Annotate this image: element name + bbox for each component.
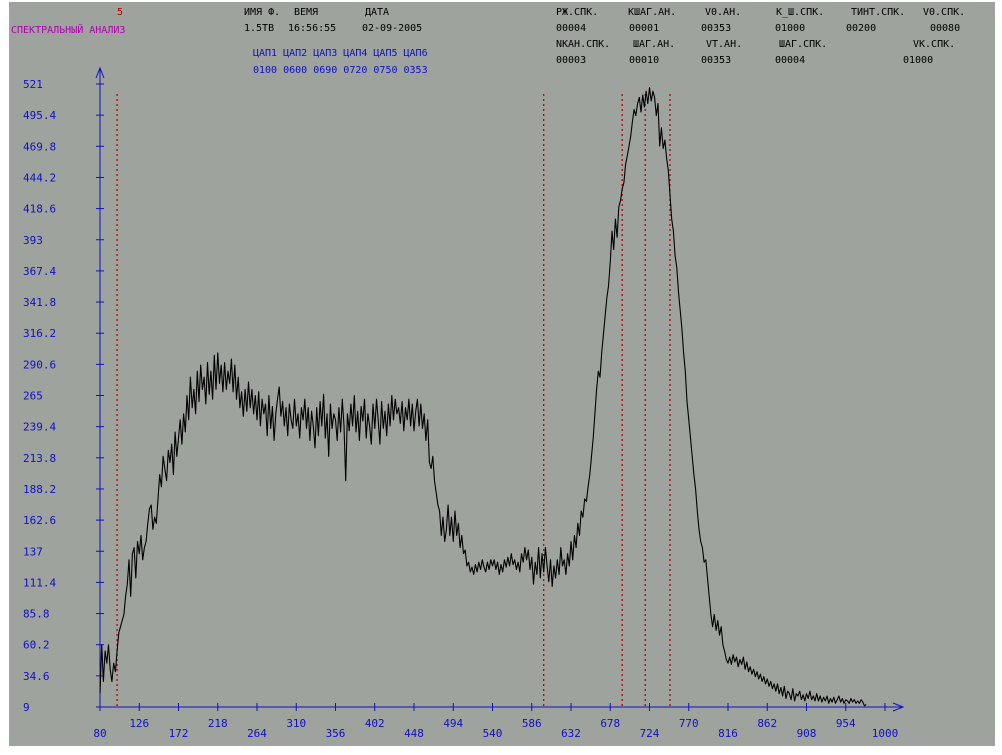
param-shag-spk-label: ШАГ.СПК.	[779, 39, 828, 50]
y-tick-label: 341.8	[23, 296, 56, 309]
file-value: 1.5ТВ	[244, 23, 275, 34]
x-tick-label: 310	[286, 717, 306, 730]
x-tick-label: 678	[600, 717, 620, 730]
y-tick-label: 290.6	[23, 358, 56, 371]
y-tick-label: 469.8	[23, 140, 56, 153]
y-tick-label: 162.6	[23, 514, 56, 527]
param-nkan-spk-label: NКАН.СПК.	[556, 39, 611, 50]
y-tick-label: 111.4	[23, 576, 56, 589]
x-tick-label: 954	[836, 717, 856, 730]
param-nkan-spk-value: 00003	[556, 55, 587, 66]
x-tick-label: 218	[208, 717, 228, 730]
y-tick-label: 393	[23, 234, 43, 247]
y-tick-label: 265	[23, 390, 43, 403]
time-label: ВЕМЯ	[294, 7, 319, 18]
param-vt-an-label: VТ.АН.	[706, 39, 743, 50]
y-axis-ticks: 521 495.4 469.8 444.2 418.6 393 367.4 341.8 316.…	[23, 78, 104, 714]
param-kshag-an-value: 00001	[629, 23, 660, 34]
param-ksh-spk-value: 01000	[775, 23, 806, 34]
file-label: ИМЯ Ф.	[244, 7, 281, 18]
x-tick-label: 816	[718, 727, 738, 740]
y-tick-label: 137	[23, 545, 43, 558]
x-tick-label: 770	[679, 717, 699, 730]
param-v0-an-label: V0.АН.	[705, 7, 742, 18]
param-v0-spk-value: 00080	[930, 23, 961, 34]
param-rzh-spk-label: РЖ.СПК.	[556, 7, 599, 18]
x-tick-label: 172	[169, 727, 189, 740]
y-tick-label: 85.8	[23, 608, 50, 621]
x-axis-ticks: 80 126 172 218 264 310 356 402 448 494 540 586 632 67…	[93, 703, 898, 740]
x-tick-label: 724	[640, 727, 660, 740]
x-tick-label: 1000	[872, 727, 899, 740]
y-axis-arrow	[95, 66, 105, 79]
param-kshag-an-label: КШАГ.АН.	[628, 7, 677, 18]
program-title: СПЕКТРАЛЬНЫЙ АНАЛИЗ	[11, 25, 126, 36]
y-tick-label: 418.6	[23, 203, 56, 216]
y-tick-label: 521	[23, 78, 43, 91]
param-shag-an-value: 00010	[629, 55, 660, 66]
x-tick-label: 494	[443, 717, 463, 730]
param-tint-spk-label: ТИНТ.СПК.	[851, 7, 906, 18]
x-tick-label: 632	[561, 727, 581, 740]
y-tick-label: 316.2	[23, 327, 56, 340]
y-tick-label: 239.4	[23, 421, 56, 434]
y-tick-label: 444.2	[23, 171, 56, 184]
param-vk-spk-value: 01000	[903, 55, 934, 66]
dac-values: 0100 0600 0690 0720 0750 0353	[253, 65, 428, 76]
spectrum-line	[99, 87, 867, 707]
x-axis-arrow	[892, 702, 905, 712]
x-tick-label: 908	[797, 727, 817, 740]
chart-axes	[95, 66, 905, 712]
y-tick-label: 9	[23, 701, 30, 714]
x-tick-label: 126	[129, 717, 149, 730]
y-tick-label: 60.2	[23, 639, 50, 652]
y-tick-label: 213.8	[23, 452, 56, 465]
y-tick-label: 495.4	[23, 109, 56, 122]
param-v0-an-value: 00353	[701, 23, 732, 34]
param-tint-spk-value: 00200	[846, 23, 877, 34]
time-value: 16:56:55	[288, 23, 337, 34]
param-vt-an-value: 00353	[701, 55, 732, 66]
marker-lines	[116, 94, 671, 707]
param-shag-spk-value: 00004	[775, 55, 806, 66]
y-tick-label: 34.6	[23, 670, 50, 683]
date-label: ДАТА	[365, 7, 390, 18]
y-tick-label: 188.2	[23, 483, 56, 496]
x-tick-label: 448	[404, 727, 424, 740]
dac-labels: ЦАП1 ЦАП2 ЦАП3 ЦАП4 ЦАП5 ЦАП6	[253, 48, 428, 59]
spectrum-display: 5 СПЕКТРАЛЬНЫЙ АНАЛИЗ ИМЯ Ф. 1.5ТВ ВЕМЯ …	[9, 2, 995, 746]
spectrum-chart: 521 495.4 469.8 444.2 418.6 393 367.4 341.8 316.…	[23, 66, 905, 740]
param-ksh-spk-label: К_Ш.СПК.	[776, 7, 825, 18]
date-value: 02-09-2005	[362, 23, 423, 34]
x-tick-label: 540	[483, 727, 503, 740]
x-tick-label: 586	[522, 717, 542, 730]
spectrum-series	[99, 87, 867, 707]
param-v0-spk-label: V0.СПК.	[923, 7, 966, 18]
param-shag-an-label: ШАГ.АН.	[633, 39, 676, 50]
param-rzh-spk-value: 00004	[556, 23, 587, 34]
x-tick-label: 264	[247, 727, 267, 740]
program-number: 5	[117, 7, 124, 18]
param-vk-spk-label: VК.СПК.	[913, 39, 956, 50]
x-tick-label: 402	[365, 717, 385, 730]
x-tick-label: 862	[757, 717, 777, 730]
x-tick-label: 80	[93, 727, 106, 740]
x-tick-label: 356	[326, 727, 346, 740]
y-tick-label: 367.4	[23, 265, 56, 278]
